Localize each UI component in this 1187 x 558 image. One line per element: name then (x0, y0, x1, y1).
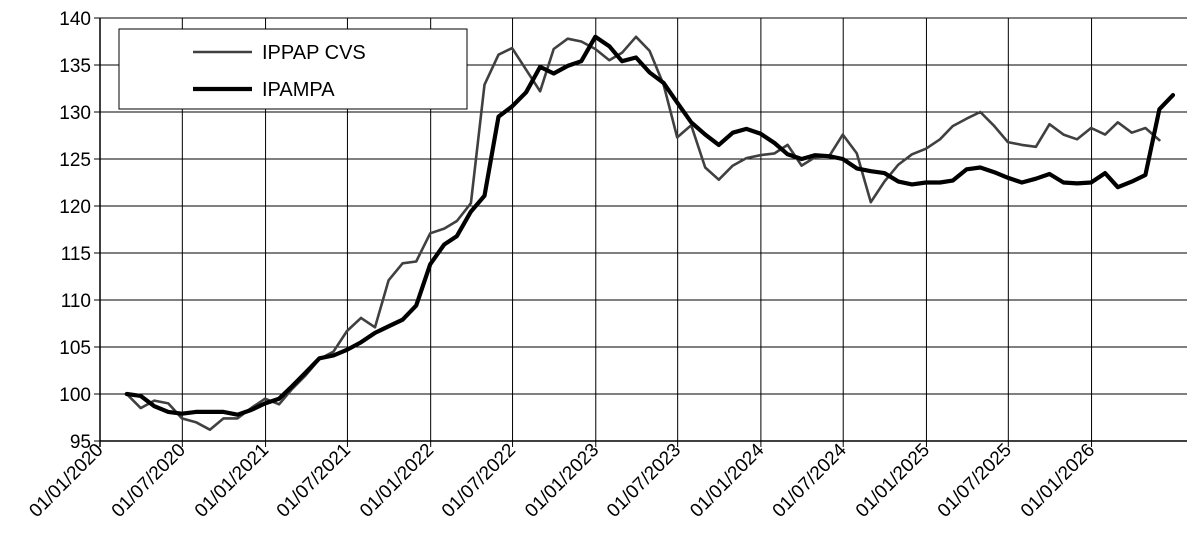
y-tick-label: 105 (59, 338, 91, 359)
axes (94, 17, 1187, 447)
y-axis-tick-labels: 95 100 105 110 115 120 125 130 135 140 (59, 9, 91, 453)
y-tick-label: 100 (59, 385, 91, 406)
series-line-ipampa (124, 34, 1176, 417)
series-lines (124, 34, 1176, 432)
y-tick-label: 140 (59, 9, 91, 30)
legend-label-ippap-cvs: IPPAP CVS (262, 42, 366, 64)
y-tick-label: 135 (59, 56, 91, 77)
legend-label-ipampa: IPAMPA (262, 79, 335, 101)
y-tick-label: 95 (70, 432, 91, 453)
y-tick-label: 130 (59, 103, 91, 124)
y-tick-label: 110 (61, 291, 91, 312)
legend-box (118, 28, 468, 110)
y-tick-label: 125 (59, 150, 91, 171)
y-tick-label: 115 (61, 244, 91, 265)
y-tick-label: 120 (59, 197, 91, 218)
legend: IPPAP CVS IPAMPA (118, 28, 468, 110)
